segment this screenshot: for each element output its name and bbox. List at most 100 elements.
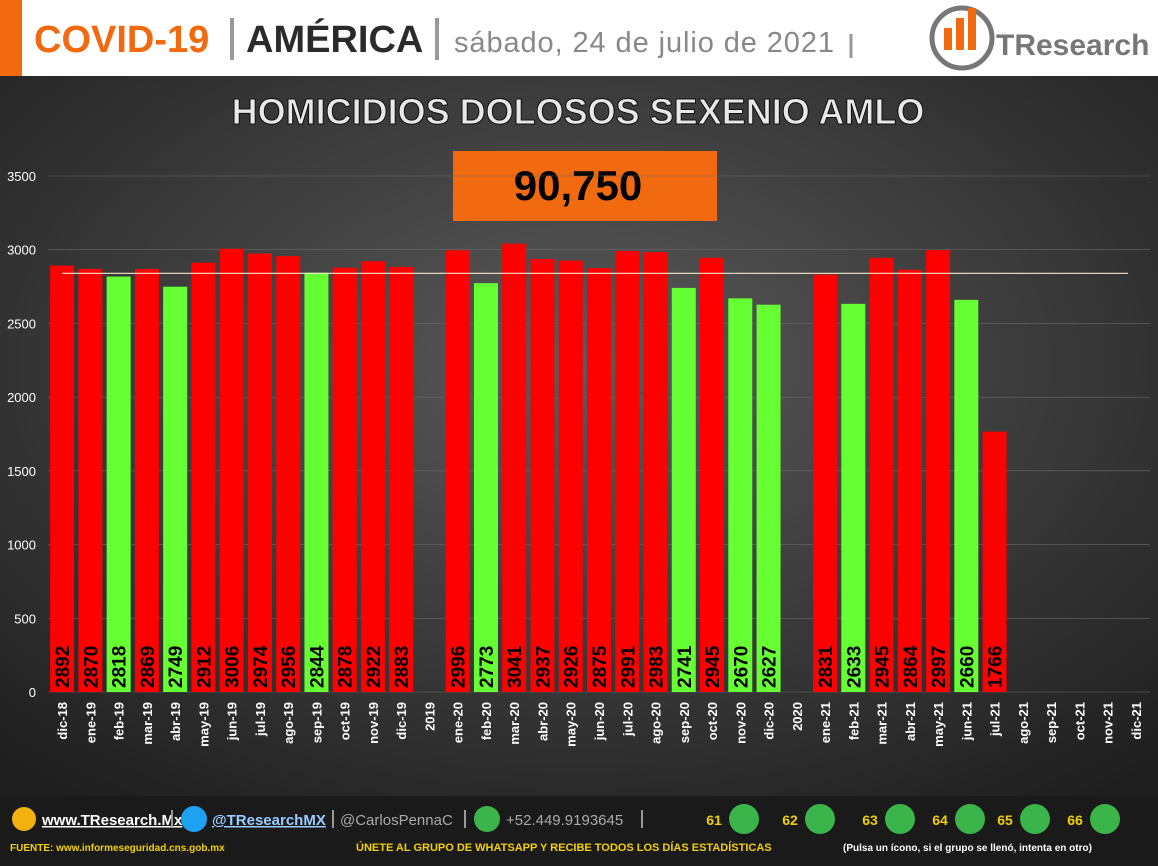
- value-label: 2883: [392, 646, 413, 688]
- header-topic: COVID-19: [34, 19, 209, 61]
- value-label: 2633: [844, 646, 865, 688]
- value-label: 1766: [986, 646, 1007, 688]
- x-tick-label: may-20: [564, 702, 579, 747]
- y-tick-label: 3500: [7, 169, 36, 184]
- group-link[interactable]: [955, 804, 985, 834]
- x-tick-label: dic-19: [394, 702, 409, 740]
- bar: [473, 283, 498, 692]
- group-number: 64: [932, 812, 948, 828]
- x-tick-label: may-19: [196, 702, 211, 747]
- value-label: 2926: [562, 646, 583, 688]
- x-tick-label: mar-20: [507, 702, 522, 745]
- group-number: 62: [782, 812, 798, 828]
- twitter[interactable]: @TResearchMX: [212, 812, 326, 829]
- bar: [163, 286, 188, 692]
- x-tick-label: dic-21: [1129, 702, 1144, 740]
- x-tick-label: oct-21: [1072, 702, 1087, 740]
- phone: +52.449.9193645: [506, 812, 623, 829]
- twitter-icon: [181, 806, 207, 832]
- whatsapp-icon: [474, 806, 500, 832]
- bar: [360, 261, 385, 692]
- group-link[interactable]: [729, 804, 759, 834]
- footer-bg: [0, 796, 1158, 866]
- x-tick-label: mar-21: [875, 702, 890, 745]
- web-icon: [12, 807, 36, 831]
- x-tick-label: sep-20: [677, 702, 692, 743]
- value-label: 2818: [110, 646, 131, 688]
- bar: [276, 256, 301, 692]
- bar: [728, 298, 753, 692]
- group-link[interactable]: [1020, 804, 1050, 834]
- bar: [530, 259, 555, 692]
- value-label: 2831: [816, 645, 837, 688]
- x-tick-label: jun-19: [225, 702, 240, 741]
- header-bg: [0, 0, 1158, 76]
- bar: [389, 266, 414, 692]
- value-label: 2741: [675, 645, 696, 688]
- bar: [219, 248, 244, 692]
- value-label: 2875: [590, 645, 611, 688]
- x-tick-label: sep-19: [309, 702, 324, 743]
- y-tick-label: 3000: [7, 243, 36, 258]
- value-label: 2627: [760, 646, 781, 688]
- value-label: 2773: [477, 646, 498, 688]
- group-link[interactable]: [885, 804, 915, 834]
- logo: [929, 5, 995, 71]
- bar: [671, 287, 696, 692]
- bar: [700, 257, 725, 692]
- header-region: AMÉRICA: [246, 17, 423, 61]
- brand: TResearch: [996, 29, 1149, 62]
- value-label: 2870: [81, 646, 102, 688]
- x-tick-label: oct-20: [705, 702, 720, 740]
- bar: [587, 268, 611, 692]
- value-label: 2912: [194, 646, 215, 688]
- x-tick-label: feb-19: [112, 702, 127, 740]
- value-label: 2983: [647, 646, 668, 688]
- value-label: 2974: [251, 645, 272, 688]
- group-link[interactable]: [805, 804, 835, 834]
- value-label: 2996: [449, 646, 470, 688]
- x-tick-label: mar-19: [140, 702, 155, 745]
- bar: [841, 303, 866, 692]
- bar: [78, 268, 103, 692]
- x-tick-label: jul-21: [988, 702, 1003, 737]
- x-tick-label: ago-19: [281, 702, 296, 744]
- group-link[interactable]: [1090, 804, 1120, 834]
- x-tick-label: nov-19: [366, 702, 381, 744]
- bar: [982, 431, 1007, 692]
- x-tick-label: may-21: [931, 702, 946, 747]
- bar: [247, 253, 272, 692]
- bar: [643, 252, 668, 692]
- website[interactable]: www.TResearch.Mx: [41, 812, 183, 829]
- bar: [615, 251, 640, 692]
- x-tick-label: feb-21: [846, 702, 861, 740]
- x-tick-label: ene-21: [818, 702, 833, 743]
- bar: [332, 267, 357, 692]
- bar: [445, 250, 470, 692]
- bar: [813, 274, 838, 692]
- bar: [50, 265, 75, 692]
- value-label: 2892: [53, 646, 74, 688]
- x-tick-label: 2019: [422, 702, 437, 731]
- x-tick-label: sep-21: [1044, 702, 1059, 743]
- bar: [869, 257, 894, 692]
- bar: [897, 269, 922, 692]
- annotation: 90,750: [514, 162, 642, 209]
- x-tick-label: ene-19: [83, 702, 98, 743]
- x-tick-label: jul-20: [620, 702, 635, 737]
- x-tick-label: ago-20: [649, 702, 664, 744]
- bar: [954, 299, 979, 692]
- invite: ÚNETE AL GRUPO DE WHATSAPP Y RECIBE TODO…: [356, 841, 772, 854]
- group-number: 61: [706, 812, 722, 828]
- bar: [756, 304, 781, 692]
- group-number: 66: [1067, 812, 1083, 828]
- value-label: 2937: [533, 646, 554, 688]
- annotation-box: [453, 151, 717, 221]
- bar: [304, 272, 329, 692]
- header-date: sábado, 24 de julio de 2021: [454, 27, 834, 59]
- header-accent: [0, 0, 22, 76]
- bar: [502, 243, 527, 692]
- group-number: 63: [862, 812, 878, 828]
- value-label: 2878: [336, 646, 357, 688]
